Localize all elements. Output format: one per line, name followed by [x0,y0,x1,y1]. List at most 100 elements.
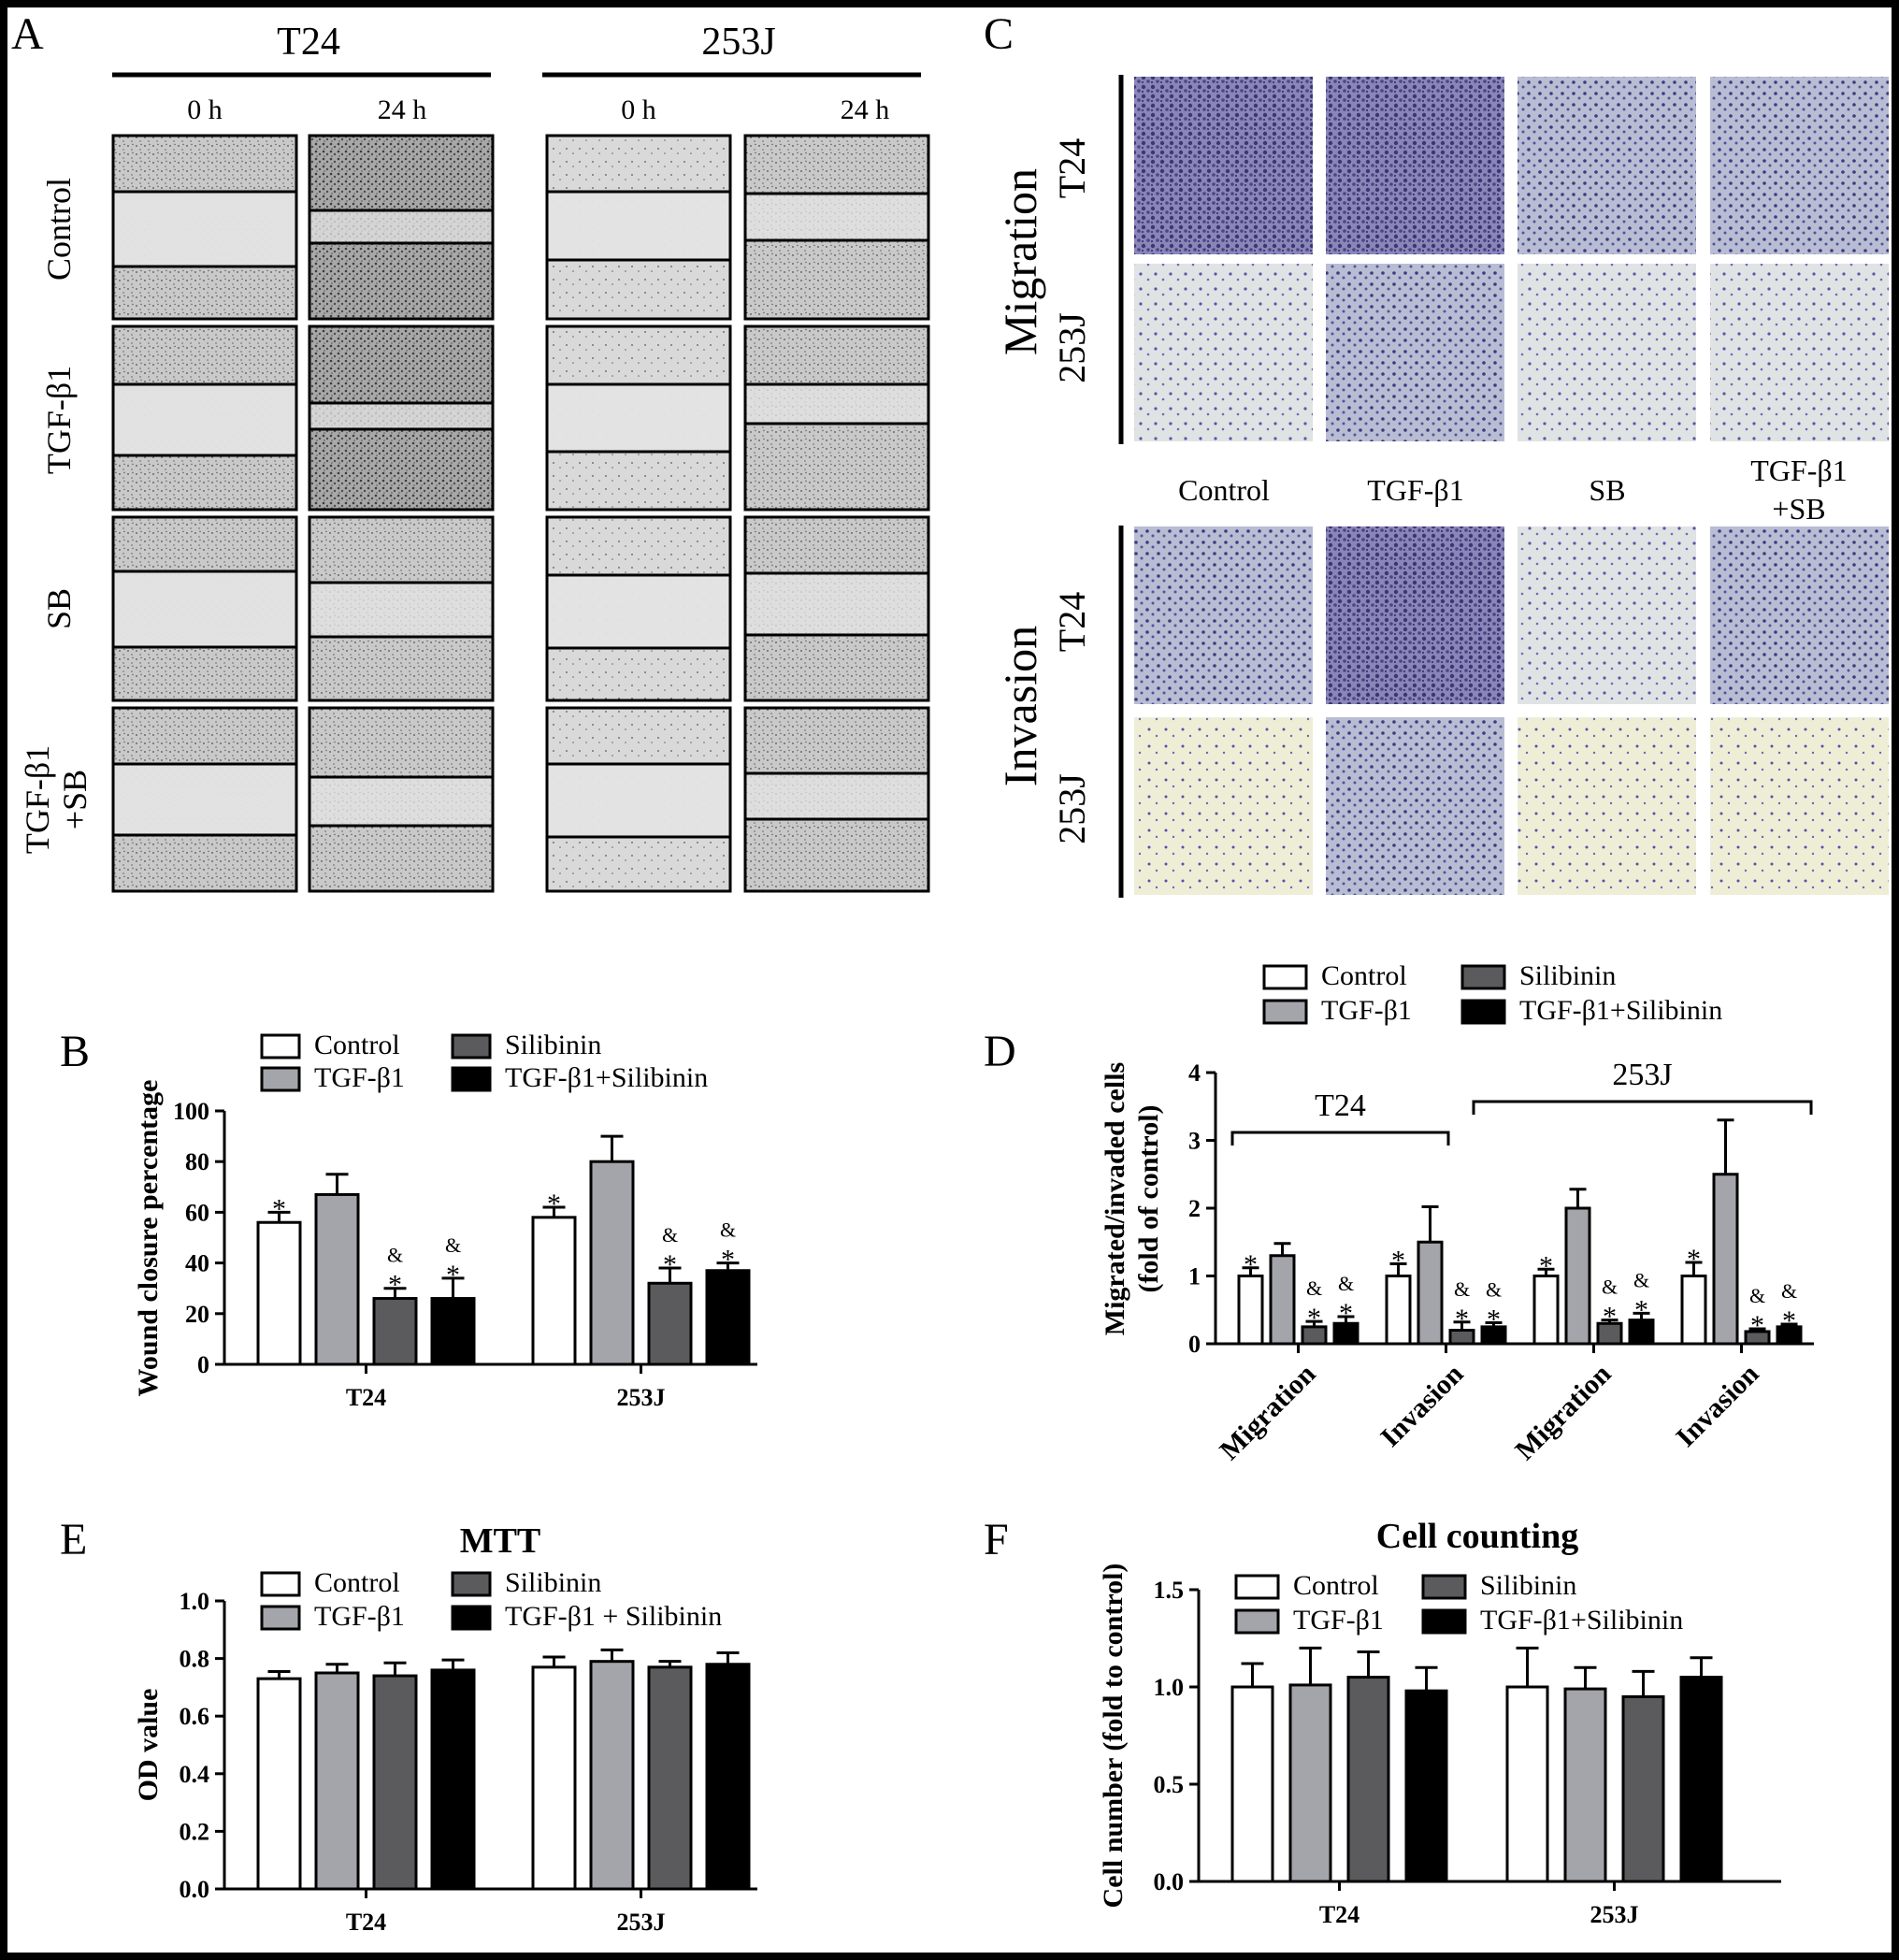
wound-gap [309,777,493,826]
y-tick-label: 0 [197,1351,209,1378]
legend-label-silibinin: Silibinin [1480,1570,1576,1601]
image-frame [743,134,930,321]
legend-label-silibinin: Silibinin [505,1567,601,1598]
bar-silibinin [1621,1694,1665,1883]
y-tick-label: 3 [1188,1128,1201,1155]
bar-tgf-silibinin [1679,1676,1723,1883]
y-tick-label: 0.4 [180,1761,210,1788]
significance-star: * [1539,1250,1553,1281]
image-frame [743,706,930,893]
significance-ampersand: & [1602,1275,1618,1299]
legend-swatch-tgf [1262,999,1308,1025]
bar-silibinin [372,1297,418,1366]
wound-gap [745,194,928,240]
chart-title: Cell counting [1376,1517,1578,1556]
row-label: TGF-β1 [40,366,78,474]
bar-silibinin [647,1665,693,1891]
y-tick-label: 1.5 [1154,1577,1185,1604]
y-axis-label: Wound closure percentage [133,1080,164,1397]
significance-star: * [1750,1310,1764,1341]
wound-gap [309,210,493,243]
legend-swatch-tgf [260,1605,301,1631]
image-frame [308,134,495,321]
legend-label-control: Control [314,1030,400,1060]
y-tick-label: 0 [1188,1331,1201,1358]
image-frame [743,324,930,512]
chart-title: MTT [460,1521,541,1561]
image-frame [308,706,495,893]
significance-star: * [272,1193,286,1224]
significance-star: * [1339,1298,1353,1329]
bar-tgf-silibinin [705,1269,751,1366]
legend-label-tgf-silibinin: TGF-β1 + Silibinin [505,1601,722,1632]
significance-ampersand: & [1338,1272,1354,1295]
y-tick-label: 0.5 [1154,1771,1185,1798]
panel-letter-d: D [984,1027,1016,1076]
x-tick-label: Invasion [1670,1358,1764,1452]
legend-label-control: Control [1293,1570,1379,1601]
group-bracket [1230,1131,1450,1146]
x-tick-label: T24 [346,1909,386,1936]
bar-silibinin [372,1674,418,1891]
wound-gap [113,384,296,455]
image-frame [308,515,495,702]
bar-tgf-silibinin [1404,1689,1448,1883]
row-label: +SB [56,770,94,829]
panel-a-scratch-assay: A T24 253J 0 h 24 h 0 h 24 h Control TGF-β1 SB TGF… [11,9,930,893]
time-label: 24 h [378,94,427,125]
significance-star: * [1244,1249,1258,1280]
time-label: 24 h [841,94,890,125]
section-label: Invasion [994,626,1046,786]
significance-star: * [1455,1304,1469,1334]
image-frame [545,706,732,893]
bar-tgf [314,1192,360,1366]
y-tick-label: 0.6 [180,1703,210,1730]
transwell-image [1134,526,1313,704]
significance-ampersand: & [720,1218,736,1242]
significance-ampersand: & [1749,1284,1765,1307]
wound-gap [309,403,493,429]
significance-ampersand: & [387,1244,403,1267]
bar-tgf [1712,1173,1739,1346]
y-axis-label: OD value [133,1689,164,1802]
image-frame [308,324,495,512]
wound-gap [547,192,730,260]
wound-gap [547,575,730,648]
bracket-label: T24 [1315,1088,1366,1123]
y-axis-label: Migrated/invaded cells [1100,1062,1130,1335]
x-tick-label: Invasion [1374,1358,1469,1452]
legend-label-silibinin: Silibinin [505,1030,601,1060]
significance-star: * [1391,1245,1405,1275]
bar-control [1505,1685,1549,1883]
panel-letter-a: A [11,9,44,59]
bar-control [1532,1275,1560,1346]
significance-ampersand: & [1306,1276,1322,1300]
panel-letter-e: E [60,1515,87,1564]
significance-star: * [1603,1302,1617,1333]
bar-silibinin [647,1281,693,1366]
transwell-image [1518,717,1696,895]
legend-swatch-tgf-silibinin [451,1605,492,1631]
legend-swatch-silibinin [451,1033,492,1059]
time-label: 0 h [187,94,223,125]
legend-label-silibinin: Silibinin [1519,960,1616,991]
bar-tgf [1288,1683,1332,1883]
transwell-image [1710,717,1889,895]
row-label: SB [40,588,78,629]
significance-star: * [388,1270,402,1301]
y-axis-label: (fold of control) [1133,1104,1164,1292]
significance-star: * [1687,1244,1701,1275]
column-label: TGF-β1 [1750,454,1847,487]
bar-control [1230,1685,1274,1883]
bar-tgf [314,1671,360,1891]
wound-gap [745,573,928,635]
significance-ampersand: & [1633,1268,1649,1291]
cell-line-label: 253J [701,21,775,64]
row-label: Control [40,178,78,281]
bar-tgf-silibinin [705,1663,751,1891]
x-tick-label: T24 [1319,1901,1360,1928]
significance-star: * [1782,1305,1796,1336]
y-axis-label: Cell number (fold to control) [1098,1564,1129,1909]
